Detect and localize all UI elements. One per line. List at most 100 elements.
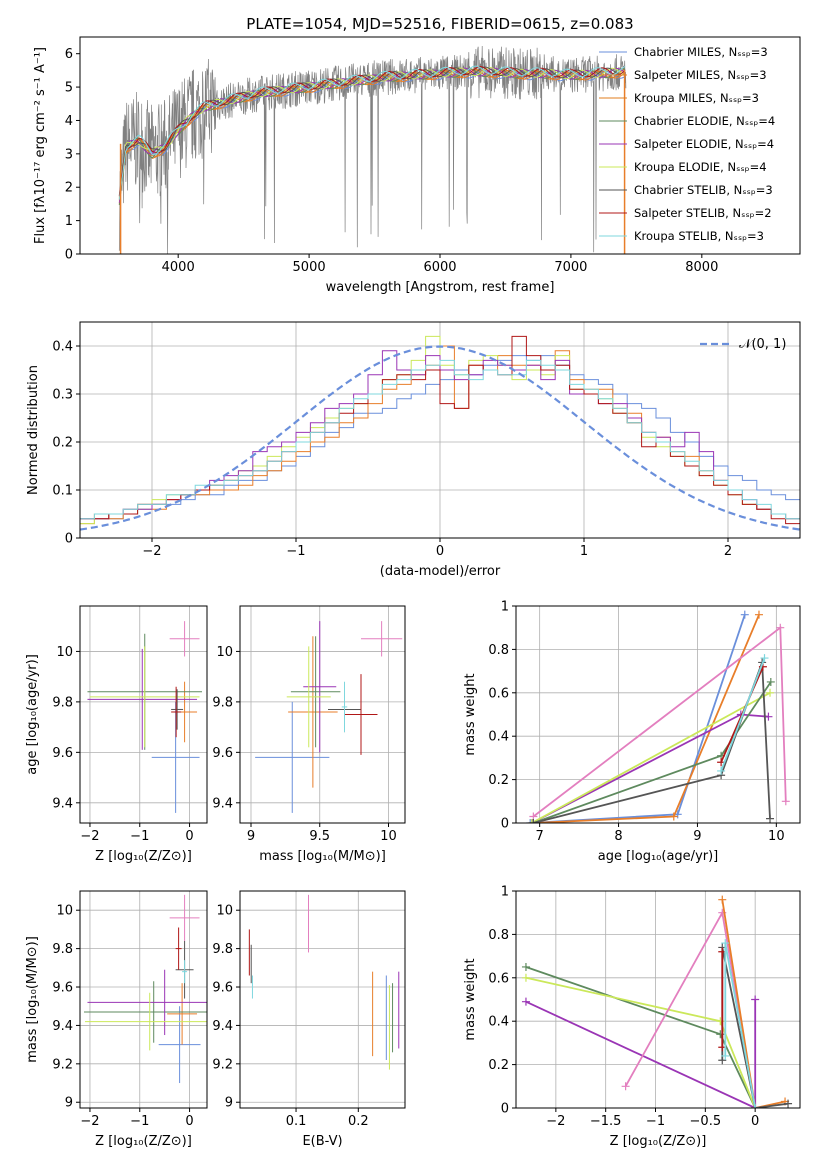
y-tick-label: 3 <box>65 147 73 162</box>
y-tick-label: 9.2 <box>212 1057 233 1072</box>
weight-marker <box>529 819 538 823</box>
y-tick-label: 0.8 <box>488 643 509 658</box>
x-tick-label: −2 <box>80 829 99 844</box>
x-axis-label: Z [log₁₀(Z/Z⊙)] <box>95 849 192 864</box>
x-tick-label: 4000 <box>162 260 195 275</box>
y-tick-label: 0.3 <box>52 388 73 403</box>
chart-weight-z: −2 −1.5 −1 −0.5 0 0 0.2 0.4 0.6 0.8 1 Z [log₁₀(Z/Z⊙… <box>463 885 801 1149</box>
chart-residuals: −2 −1 0 1 2 0 0.1 0.2 0.3 0.4 (data-model)/error No… <box>26 321 801 579</box>
legend-label: 𝒩(0, 1) <box>739 337 786 352</box>
weight-line <box>530 614 746 823</box>
weight-marker <box>766 677 775 686</box>
y-tick-label: 0.6 <box>488 686 509 701</box>
y-tick-label: 6 <box>65 47 73 62</box>
x-axis-label: Z [log₁₀(Z/Z⊙)] <box>610 1134 707 1149</box>
y-tick-label: 2 <box>65 181 73 196</box>
weight-marker <box>721 939 730 948</box>
y-tick-label: 10 <box>56 904 73 919</box>
y-tick-label: 9.2 <box>52 1057 73 1072</box>
x-tick-label: −2 <box>546 1114 565 1129</box>
x-tick-label: −1.5 <box>590 1114 622 1129</box>
spectrum-data-line <box>118 45 627 254</box>
y-tick-label: 0.4 <box>52 340 73 355</box>
legend-label: Chabrier STELIB, Nₛₛₚ=3 <box>634 183 773 197</box>
axes-frame <box>515 605 801 824</box>
x-tick-label: −1 <box>130 829 149 844</box>
weight-marker <box>751 995 760 1004</box>
y-tick-label: 0.8 <box>488 928 509 943</box>
weight-line <box>721 899 786 1108</box>
x-tick-label: 2 <box>724 544 732 559</box>
x-tick-label: −2 <box>142 544 161 559</box>
x-tick-label: 9 <box>693 829 701 844</box>
y-tick-label: 9.6 <box>212 981 233 996</box>
x-tick-label: 0 <box>185 1114 193 1129</box>
weight-marker <box>776 623 785 632</box>
y-tick-label: 5 <box>65 81 73 96</box>
x-tick-label: −1 <box>286 544 305 559</box>
y-tick-label: 10 <box>56 645 73 660</box>
spectrum-model-line <box>118 68 626 206</box>
x-tick-label: −1 <box>130 1114 149 1129</box>
y-tick-label: 0 <box>65 248 73 263</box>
weight-marker <box>740 610 749 619</box>
x-tick-label: 10 <box>380 829 397 844</box>
weight-marker <box>521 997 530 1006</box>
y-axis-label: mass [log₁₀(M/M⊙)] <box>25 936 40 1063</box>
spectrum-model-line <box>118 66 626 199</box>
y-tick-label: 0.2 <box>488 773 509 788</box>
weight-marker <box>717 766 726 775</box>
legend-label: Salpeter ELODIE, Nₛₛₚ=4 <box>634 137 774 151</box>
y-tick-label: 1 <box>501 600 509 615</box>
y-axis-label: mass weight <box>463 673 478 755</box>
axes-frame <box>239 605 406 824</box>
axes-frame <box>239 890 406 1109</box>
weight-line <box>525 976 757 1108</box>
spectrum-model-line <box>118 66 626 196</box>
y-tick-label: 0.4 <box>488 730 509 745</box>
axes-frame <box>515 890 801 1109</box>
weight-marker <box>621 1082 630 1091</box>
y-tick-label: 1 <box>501 885 509 900</box>
x-tick-label: 6000 <box>423 260 456 275</box>
y-axis-label: mass weight <box>463 958 478 1040</box>
weight-line <box>724 942 757 1108</box>
weight-marker <box>766 688 775 697</box>
gaussian-curve <box>80 345 800 531</box>
y-axis-label: Normed distribution <box>26 365 41 495</box>
plot-area <box>87 621 203 813</box>
chart-spectrum: 4000 5000 6000 7000 8000 0 1 2 3 4 5 6 wavelength [A… <box>33 15 801 295</box>
weight-marker <box>764 712 773 721</box>
y-tick-label: 9 <box>65 1096 73 1111</box>
spectrum-model-line <box>118 68 626 204</box>
legend-label: Kroupa STELIB, Nₛₛₚ=3 <box>634 229 764 243</box>
y-tick-label: 9.4 <box>212 796 233 811</box>
x-tick-label: 7000 <box>554 260 587 275</box>
spectrum-model-line <box>118 65 626 200</box>
weight-marker <box>521 962 530 971</box>
legend-label: Kroupa ELODIE, Nₛₛₚ=4 <box>634 160 767 174</box>
y-axis-label: age [log₁₀(age/yr)] <box>25 654 40 775</box>
plot-area <box>118 45 627 254</box>
x-tick-label: −0.5 <box>690 1114 722 1129</box>
weight-marker <box>754 610 763 619</box>
x-axis-label: Z [log₁₀(Z/Z⊙)] <box>95 1134 192 1149</box>
weight-marker <box>718 1056 727 1065</box>
weight-marker <box>526 819 535 823</box>
legend-label: Chabrier MILES, Nₛₛₚ=3 <box>634 45 768 59</box>
x-tick-label: −1 <box>646 1114 665 1129</box>
x-axis-label: age [log₁₀(age/yr)] <box>598 849 719 864</box>
x-tick-label: 1 <box>580 544 588 559</box>
y-tick-label: 9.4 <box>52 1019 73 1034</box>
x-tick-label: 0.1 <box>286 1114 307 1129</box>
weight-line <box>533 662 771 823</box>
plot-area <box>83 894 207 1084</box>
x-tick-label: 8 <box>614 829 622 844</box>
legend-label: Chabrier ELODIE, Nₛₛₚ=4 <box>634 114 775 128</box>
x-tick-label: 0 <box>436 544 444 559</box>
y-tick-label: 9.8 <box>212 695 233 710</box>
y-tick-label: 9.6 <box>212 746 233 761</box>
weight-marker <box>784 1099 793 1108</box>
plot-area <box>255 621 403 813</box>
weight-marker <box>718 895 727 904</box>
